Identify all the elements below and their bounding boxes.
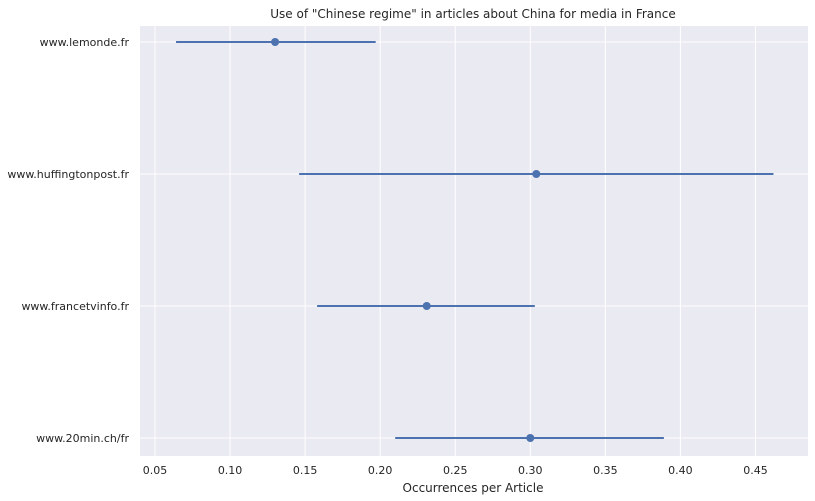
- y-tick-label: www.20min.ch/fr: [36, 432, 129, 445]
- point-estimate: [532, 170, 541, 178]
- x-tick-label: 0.45: [743, 464, 768, 477]
- x-tick-label: 0.20: [368, 464, 393, 477]
- x-tick-label: 0.25: [443, 464, 468, 477]
- point-estimate: [271, 38, 280, 46]
- x-axis-label: Occurrences per Article: [403, 481, 544, 495]
- y-tick-label: www.huffingtonpost.fr: [7, 168, 129, 181]
- x-gridlines: [154, 26, 756, 456]
- x-tick-label: 0.35: [593, 464, 618, 477]
- x-tick-label: 0.30: [518, 464, 543, 477]
- x-tick-labels: 0.05 0.10 0.15 0.20 0.25 0.30 0.35 0.40 0.45: [143, 464, 768, 477]
- plot-background: [140, 26, 808, 456]
- chart-title: Use of "Chinese regime" in articles abou…: [270, 7, 675, 21]
- x-tick-label: 0.05: [143, 464, 168, 477]
- data-marks: [176, 38, 774, 442]
- y-tick-label: www.lemonde.fr: [40, 36, 130, 49]
- point-estimate: [422, 302, 431, 310]
- x-tick-label: 0.40: [668, 464, 693, 477]
- y-tick-label: www.francetvinfo.fr: [21, 300, 129, 313]
- y-tick-labels: www.lemonde.fr www.huffingtonpost.fr www.f…: [7, 36, 129, 445]
- x-tick-label: 0.10: [218, 464, 243, 477]
- x-tick-label: 0.15: [293, 464, 318, 477]
- point-estimate: [526, 434, 535, 442]
